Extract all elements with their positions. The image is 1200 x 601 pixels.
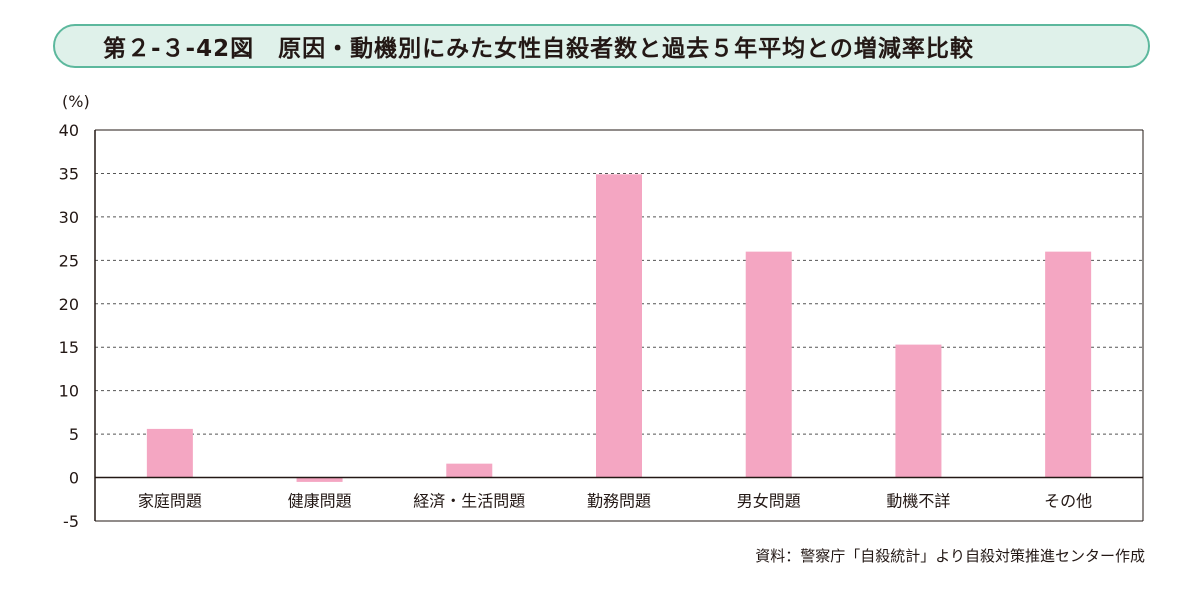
y-unit-label: (%) [62,92,90,111]
bar [296,477,343,482]
y-tick-label: 25 [59,251,79,270]
source-note: 資料：警察庁「自殺統計」より自殺対策推進センター作成 [755,547,1145,565]
axes [94,129,1144,522]
bar [596,174,642,478]
y-tick-label: -5 [63,512,79,531]
title-bar: 第２-３-42図 原因・動機別にみた女性自殺者数と過去５年平均との増減率比較 [53,24,1150,68]
y-tick-label: 10 [59,382,79,401]
bar [446,463,493,478]
category-label: 家庭問題 [138,492,202,511]
y-tick-label: 30 [59,208,79,227]
category-label: 男女問題 [737,492,801,511]
y-tick-label: 15 [59,338,79,357]
y-tick-label: 40 [59,121,79,140]
category-label: 健康問題 [288,492,352,511]
category-label: 動機不詳 [886,492,950,511]
bars [146,174,1092,482]
y-tick-label: 5 [69,425,79,444]
tick-labels: -5 0 5 10 15 20 25 30 35 40 家庭問題 健康問題 経済・生活問題 勤務問題 男女問… [59,121,1093,531]
chart-title: 第２-３-42図 原因・動機別にみた女性自殺者数と過去５年平均との増減率比較 [103,36,974,62]
category-label: 勤務問題 [587,492,651,511]
y-tick-label: 20 [59,295,79,314]
category-label: その他 [1044,492,1092,511]
bar [895,344,942,478]
y-tick-label: 35 [59,164,79,183]
bar [1045,251,1092,478]
y-tick-label: 0 [69,469,79,488]
bar [745,251,792,478]
category-label: 経済・生活問題 [413,492,525,511]
bar [146,428,193,478]
